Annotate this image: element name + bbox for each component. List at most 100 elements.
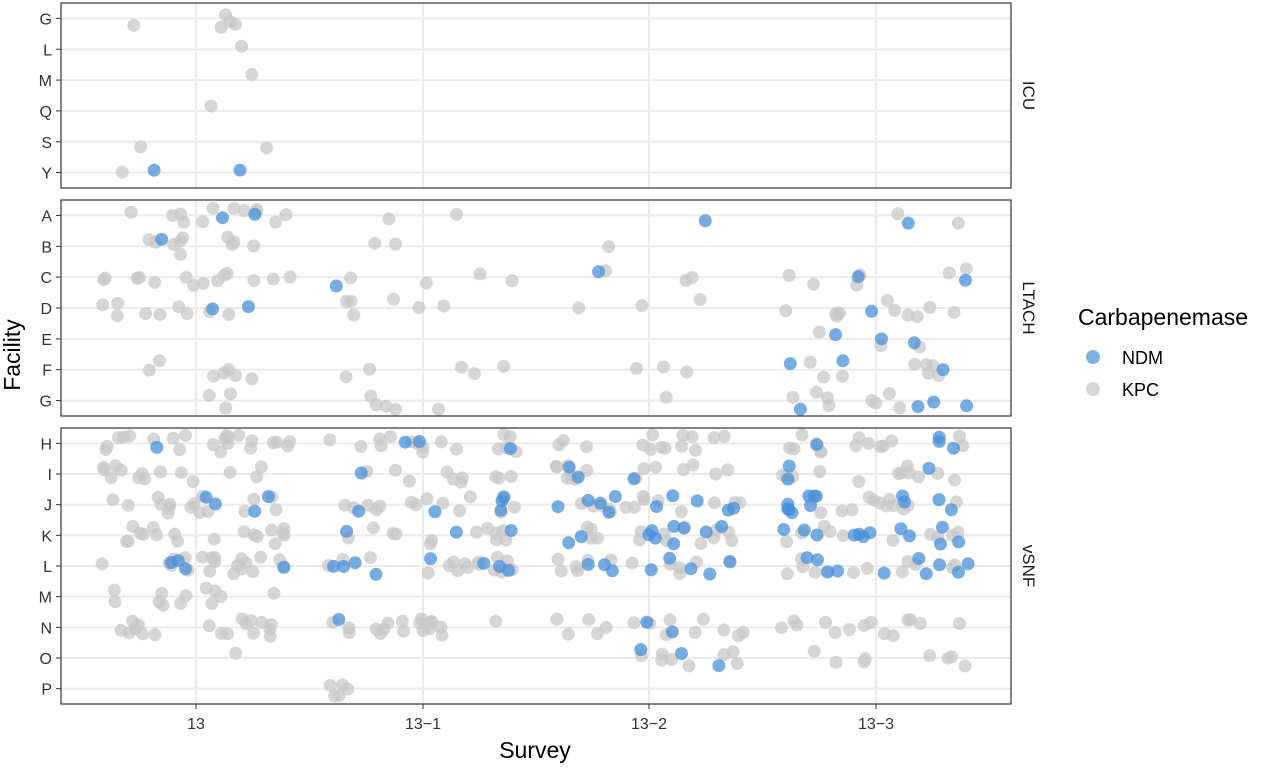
point-vsnf-ndm-443	[644, 563, 658, 577]
point-ltach-ndm-130	[206, 302, 220, 316]
point-vsnf-kpc-375	[953, 617, 966, 630]
legend-ndm-marker	[1086, 350, 1100, 364]
point-vsnf-kpc-373	[819, 615, 832, 629]
point-vsnf-kpc-214	[580, 440, 593, 454]
point-vsnf-kpc-340	[836, 529, 850, 543]
point-ltach-kpc-53	[224, 387, 238, 401]
point-ltach-kpc-36	[222, 308, 236, 321]
point-vsnf-ndm-485	[877, 566, 891, 580]
point-vsnf-kpc-50	[121, 498, 135, 512]
point-vsnf-ndm-411	[502, 563, 515, 577]
y-tick-label-vsnf-1: I	[48, 467, 52, 484]
point-vsnf-kpc-9	[270, 435, 284, 449]
point-vsnf-kpc-145	[402, 474, 416, 488]
point-icu-kpc-5	[235, 39, 248, 53]
point-ltach-kpc-58	[368, 236, 382, 250]
point-vsnf-kpc-376	[958, 659, 972, 673]
point-ltach-kpc-18	[221, 230, 235, 244]
point-ltach-ndm-138	[865, 304, 879, 318]
point-vsnf-ndm-385	[261, 490, 275, 504]
point-vsnf-kpc-288	[731, 629, 745, 643]
point-vsnf-kpc-118	[131, 618, 145, 632]
point-vsnf-ndm-406	[348, 556, 362, 570]
point-ltach-kpc-52	[219, 401, 233, 415]
point-vsnf-kpc-311	[861, 436, 875, 450]
point-ltach-kpc-4	[166, 209, 180, 222]
point-vsnf-kpc-92	[205, 597, 219, 611]
point-vsnf-ndm-408	[477, 556, 491, 570]
y-tick-label-vsnf-4: L	[43, 559, 52, 576]
point-vsnf-kpc-24	[186, 475, 200, 488]
point-ltach-kpc-48	[152, 354, 166, 368]
point-vsnf-kpc-383	[857, 655, 871, 669]
point-vsnf-kpc-367	[913, 617, 927, 630]
point-ltach-kpc-61	[419, 276, 433, 290]
point-ltach-kpc-76	[432, 402, 446, 416]
point-vsnf-kpc-221	[707, 431, 721, 445]
point-ltach-kpc-111	[817, 370, 831, 384]
point-icu-kpc-9	[260, 141, 273, 155]
point-vsnf-kpc-360	[847, 566, 861, 579]
point-vsnf-kpc-153	[463, 490, 477, 504]
point-vsnf-ndm-449	[675, 647, 688, 660]
point-vsnf-kpc-195	[397, 624, 411, 638]
point-vsnf-kpc-113	[220, 627, 234, 641]
point-vsnf-kpc-88	[208, 551, 222, 564]
point-vsnf-kpc-87	[254, 550, 268, 564]
point-ltach-kpc-56	[382, 212, 396, 226]
point-ltach-kpc-35	[130, 271, 144, 285]
point-ltach-kpc-34	[283, 270, 297, 284]
point-vsnf-ndm-447	[634, 643, 648, 657]
point-icu-kpc-10	[115, 165, 129, 179]
point-vsnf-kpc-48	[238, 504, 252, 518]
point-ltach-ndm-127	[248, 207, 262, 221]
point-vsnf-ndm-410	[369, 567, 383, 581]
point-vsnf-kpc-204	[489, 614, 503, 628]
point-vsnf-kpc-371	[904, 613, 917, 627]
strip-label-ltach: LTACH	[1019, 281, 1038, 334]
point-vsnf-kpc-297	[682, 659, 696, 673]
point-vsnf-kpc-51	[154, 497, 168, 511]
point-vsnf-kpc-33	[153, 465, 167, 479]
point-ltach-kpc-10	[227, 201, 241, 215]
point-ltach-kpc-69	[467, 367, 481, 380]
point-vsnf-ndm-487	[811, 553, 824, 567]
point-vsnf-kpc-72	[227, 567, 241, 581]
point-ltach-kpc-47	[206, 369, 220, 383]
point-vsnf-ndm-448	[712, 659, 726, 673]
panels-layer	[61, 3, 1011, 704]
point-vsnf-kpc-363	[775, 621, 788, 635]
point-vsnf-kpc-347	[817, 519, 831, 533]
point-vsnf-kpc-228	[637, 462, 651, 476]
point-vsnf-ndm-429	[574, 530, 588, 544]
point-vsnf-kpc-119	[264, 618, 278, 632]
point-ltach-ndm-137	[959, 273, 972, 287]
point-ltach-kpc-113	[835, 369, 849, 383]
y-tick-label-icu-1: L	[43, 42, 52, 59]
point-ltach-kpc-110	[812, 325, 826, 339]
point-vsnf-ndm-476	[847, 528, 861, 542]
point-vsnf-kpc-361	[780, 567, 794, 581]
x-tick-label-0: 13	[187, 716, 205, 733]
point-vsnf-kpc-205	[435, 628, 449, 642]
point-vsnf-ndm-416	[571, 470, 585, 484]
point-vsnf-kpc-136	[503, 430, 517, 444]
point-vsnf-ndm-401	[494, 503, 508, 517]
point-ltach-kpc-85	[635, 299, 649, 313]
point-vsnf-ndm-388	[199, 490, 213, 504]
point-vsnf-kpc-283	[591, 627, 604, 641]
point-vsnf-ndm-446	[640, 615, 654, 629]
point-ltach-kpc-73	[339, 370, 353, 384]
point-vsnf-kpc-223	[675, 439, 689, 453]
point-vsnf-kpc-15	[173, 443, 187, 457]
point-ltach-kpc-117	[919, 358, 933, 372]
point-ltach-ndm-142	[783, 357, 797, 371]
point-ltach-ndm-146	[927, 395, 941, 409]
point-vsnf-kpc-127	[450, 442, 464, 456]
point-vsnf-ndm-482	[831, 564, 845, 578]
point-vsnf-kpc-19	[220, 429, 233, 443]
point-vsnf-kpc-172	[366, 521, 380, 535]
point-vsnf-kpc-303	[849, 439, 863, 453]
